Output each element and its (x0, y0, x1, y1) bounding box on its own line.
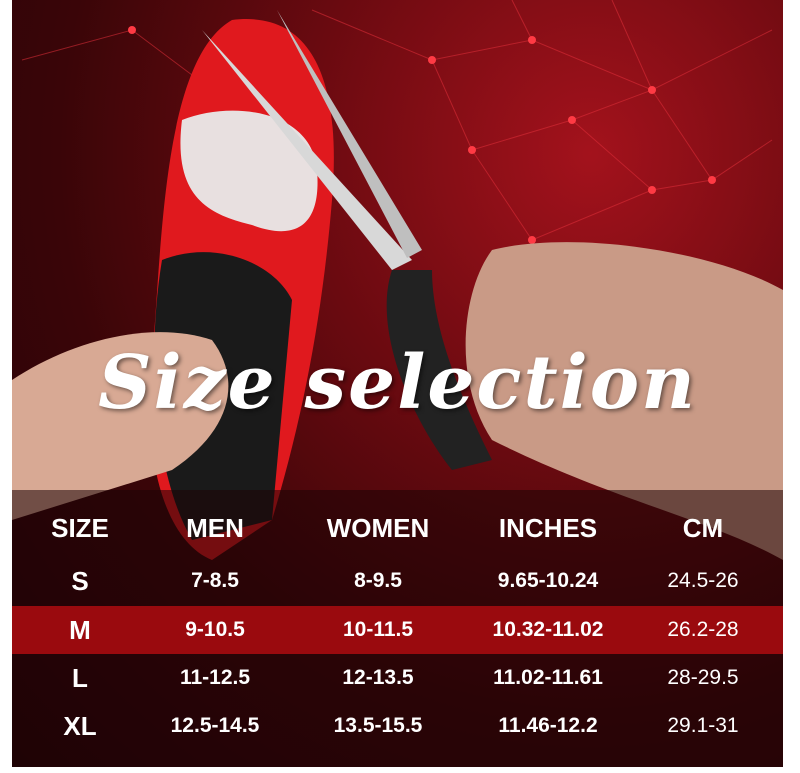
header-inches: INCHES (498, 512, 598, 543)
cm-cell: 28-29.5 (667, 666, 739, 689)
header-men: MEN (186, 512, 244, 543)
table-row-highlighted: M 9-10.5 10-11.5 10.32-11.02 26.2-28 (12, 606, 783, 654)
men-cell: 9-10.5 (185, 618, 245, 641)
hand-left (12, 332, 229, 520)
table-row: S 7-8.5 8-9.5 9.65-10.24 24.5-26 (12, 557, 783, 605)
men-cell: 11-12.5 (179, 666, 251, 689)
header-cm: CM (682, 512, 724, 543)
size-cell: L (72, 662, 88, 693)
header-size: SIZE (51, 512, 109, 543)
scissor-blade-2 (277, 10, 422, 258)
page-title: Size selection (98, 340, 697, 426)
size-chart-poster: Size selection SIZE MEN WOMEN INCHES CM … (12, 0, 783, 767)
hand-right (465, 242, 783, 560)
inches-cell: 11.46-12.2 (498, 714, 598, 737)
cm-cell: 29.1-31 (667, 714, 739, 737)
table-row: L 11-12.5 12-13.5 11.02-11.61 28-29.5 (12, 654, 783, 702)
insole-pad (180, 110, 318, 232)
men-cell: 7-8.5 (191, 569, 239, 592)
women-cell: 8-9.5 (354, 569, 402, 592)
men-cell: 12.5-14.5 (170, 714, 260, 737)
women-cell: 10-11.5 (342, 618, 414, 641)
network-nodes (128, 26, 716, 244)
inches-cell: 11.02-11.61 (493, 666, 603, 689)
women-cell: 13.5-15.5 (333, 714, 423, 737)
inches-cell: 9.65-10.24 (497, 569, 599, 592)
size-cell: M (69, 614, 91, 645)
cm-cell: 26.2-28 (667, 618, 739, 641)
size-cell: XL (63, 710, 97, 741)
cm-cell: 24.5-26 (667, 569, 739, 592)
scissor-blade (202, 30, 412, 270)
inches-cell: 10.32-11.02 (492, 618, 604, 641)
header-women: WOMEN (326, 512, 430, 543)
network-lines (21, 0, 773, 241)
table-header: SIZE MEN WOMEN INCHES CM (12, 504, 783, 552)
women-cell: 12-13.5 (342, 666, 414, 689)
scissor-handle (386, 270, 492, 470)
size-cell: S (71, 565, 89, 596)
table-row: XL 12.5-14.5 13.5-15.5 11.46-12.2 29.1-3… (12, 702, 783, 750)
